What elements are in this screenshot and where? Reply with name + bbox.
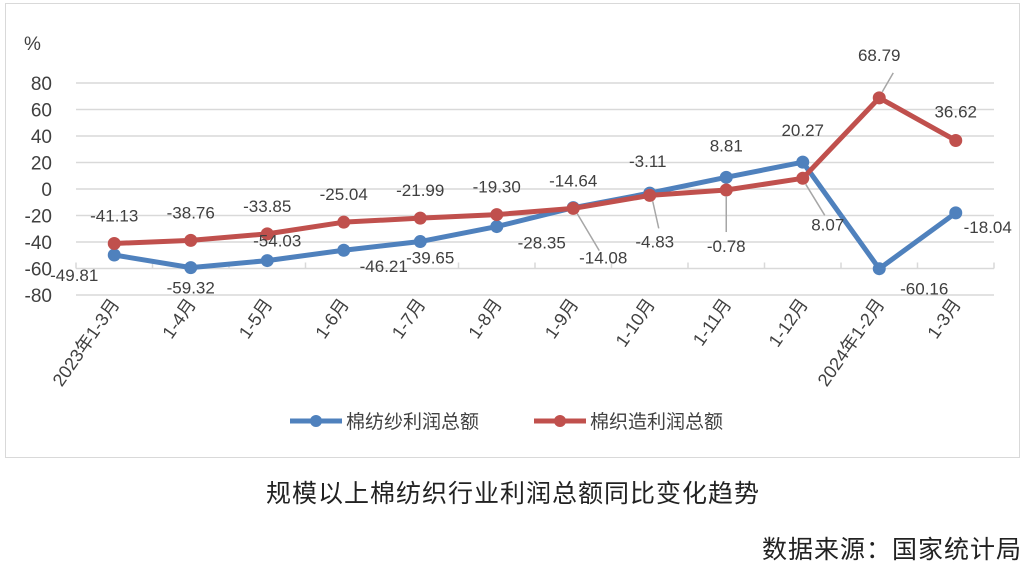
data-point: [490, 208, 504, 222]
data-point: [337, 243, 351, 257]
leader-line: [576, 213, 600, 252]
y-tick-label: -20: [25, 207, 52, 228]
x-tick-label: 1-8月: [464, 295, 506, 343]
data-label: -14.64: [549, 171, 597, 190]
x-tick-label: 1-7月: [388, 295, 430, 343]
data-point: [872, 262, 886, 276]
data-label: -39.65: [406, 249, 454, 268]
data-label: -59.32: [167, 279, 215, 298]
x-tick-label: 2024年1-2月: [814, 295, 889, 390]
chart-caption: 规模以上棉纺织行业利润总额同比变化趋势: [265, 479, 760, 508]
data-label: -3.11: [629, 152, 667, 171]
x-tick-label: 1-4月: [158, 295, 200, 343]
y-axis-unit: %: [24, 34, 41, 55]
data-point: [566, 201, 580, 215]
x-tick-label: 1-5月: [235, 295, 277, 343]
data-label: -54.03: [253, 232, 301, 251]
data-point: [796, 171, 810, 185]
data-label: -41.13: [90, 206, 138, 225]
data-point: [490, 220, 504, 234]
legend-label: 棉织造利润总额: [590, 411, 723, 433]
data-label: -46.21: [360, 257, 408, 276]
leader-line: [805, 183, 826, 216]
data-point: [260, 227, 274, 241]
data-point: [184, 261, 198, 275]
data-label: 20.27: [781, 121, 824, 140]
data-source: 数据来源：国家统计局: [761, 535, 1022, 564]
data-label: -33.85: [243, 197, 291, 216]
y-tick-label: 0: [41, 180, 52, 201]
series-line-cotton-yarn: [113, 159, 958, 272]
leader-line: [881, 72, 894, 93]
data-point: [184, 233, 198, 247]
data-label: -38.76: [167, 203, 215, 222]
x-tick-label: 1-10月: [612, 295, 659, 351]
data-label: -0.78: [707, 237, 746, 256]
y-tick-label: 40: [31, 127, 52, 148]
data-label: 8.07: [811, 215, 844, 234]
data-point: [337, 215, 351, 229]
x-tick-label: 2023年1-3月: [49, 295, 124, 390]
y-tick-label: 20: [31, 154, 52, 175]
data-point: [643, 188, 657, 202]
series-line-cotton-weaving: [114, 95, 957, 246]
data-point: [872, 91, 886, 105]
data-label: -25.04: [320, 185, 368, 204]
y-tick-label: 60: [31, 101, 52, 122]
data-label: -14.08: [579, 249, 627, 268]
y-tick-label: -80: [25, 286, 52, 307]
data-point: [949, 133, 963, 147]
data-label: 68.79: [858, 46, 901, 65]
data-label: -21.99: [396, 181, 444, 200]
data-label: -18.04: [964, 218, 1012, 237]
x-tick-label: 1-11月: [689, 295, 736, 350]
data-point: [413, 235, 427, 249]
data-point: [949, 206, 963, 220]
legend-label: 棉纺纱利润总额: [346, 411, 479, 433]
data-point: [260, 254, 274, 268]
y-tick-label: -60: [25, 260, 52, 281]
data-label: -28.35: [518, 234, 566, 253]
data-label: 8.81: [710, 136, 743, 155]
data-point: [413, 211, 427, 225]
x-tick-label: 1-12月: [765, 295, 812, 351]
data-label: 36.62: [934, 102, 977, 121]
data-point: [719, 170, 733, 184]
data-point: [719, 183, 733, 197]
data-label: -19.30: [473, 178, 521, 197]
data-point: [107, 236, 121, 250]
y-tick-label: 80: [31, 74, 52, 95]
x-tick-label: 1-6月: [311, 295, 353, 343]
legend-swatch-marker: [554, 415, 566, 427]
data-label: -60.16: [900, 280, 948, 299]
legend-swatch-marker: [310, 415, 322, 427]
data-label: -4.83: [635, 232, 674, 251]
x-tick-label: 1-9月: [541, 295, 583, 343]
x-tick-label: 1-3月: [923, 295, 965, 343]
data-label: -49.81: [50, 266, 98, 285]
y-tick-label: -40: [25, 233, 52, 254]
leader-line: [652, 201, 660, 229]
data-point: [107, 248, 121, 262]
data-point: [796, 155, 810, 169]
